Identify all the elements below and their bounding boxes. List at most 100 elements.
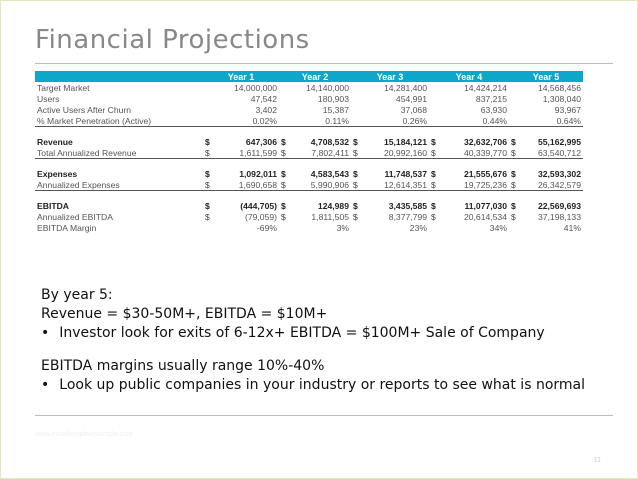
table-cell: 454,991 [395,93,427,104]
header-cell-year-1: Year 1 [203,71,279,82]
table-cell: 34% [489,222,507,233]
dollar-sign: $ [279,147,289,159]
table-cell: 14,568,456 [537,82,581,93]
table-spacer-row [35,159,583,169]
body-text: By year 5: Revenue = $30-50M+, EBITDA = … [41,286,621,395]
table-cell: 647,306 [245,136,277,147]
table-cell: 3,435,585 [388,200,427,211]
table-cell: 1,611,599 [213,147,279,159]
table-cell: 12,614,351 [361,179,429,191]
table-cell: 1,308,040 [542,93,581,104]
dollar-sign [351,104,361,115]
table-cell: 3% [336,222,349,233]
table-row: Users 47,542 180,903 454,991 837,215 1,308,04… [35,93,583,104]
table-cell: 32,593,302 [537,168,581,179]
dollar-sign [279,115,289,127]
dollar-sign [351,93,361,104]
table-cell: 26,342,579 [519,179,583,191]
row-label: Annualized EBITDA [37,211,113,222]
dollar-sign: $ [205,136,210,147]
dollar-sign: $ [281,211,286,222]
table-cell: 837,215 [475,93,507,104]
table-cell: 7,802,411 [289,147,351,159]
table-cell: 3,402 [255,104,277,115]
watermark: www.exceltemplatesample.com [35,431,133,438]
dollar-sign: $ [279,179,289,191]
header-cell-year-5: Year 5 [509,71,583,82]
dollar-sign [509,115,519,127]
table-cell: 19,725,236 [439,179,509,191]
page-number: 11 [593,457,601,464]
dollar-sign: $ [511,136,516,147]
table-cell: 55,162,995 [537,136,581,147]
row-label: Target Market [37,82,90,93]
body-line-margins: EBITDA margins usually range 10%-40% [41,358,325,374]
table-cell: 32,632,706 [463,136,507,147]
table-row: Annualized EBITDA $ (79,059) $1,811,505 $8,3… [35,211,583,222]
dollar-sign: $ [431,211,436,222]
dollar-sign: $ [205,200,210,211]
dollar-sign [203,82,213,93]
dollar-sign: $ [281,200,286,211]
financial-table: Year 1 Year 2 Year 3 Year 4 Year 5 Target Mar… [35,71,583,233]
dollar-sign: $ [353,168,358,179]
table-cell: 23% [409,222,427,233]
table-cell: 21,555,676 [463,168,507,179]
table-cell: 11,748,537 [384,168,427,179]
table-cell: 5,990,906 [289,179,351,191]
table-row: EBITDA $ (444,705) $124,989 $3,435,585 $11,07… [35,200,583,211]
table-row: Active Users After Churn 3,402 15,387 37,06… [35,104,583,115]
row-label: Revenue [37,136,73,147]
bullet-investor-exits: Investor look for exits of 6-12x+ EBITDA… [41,324,621,343]
table-cell: 4,708,532 [310,136,349,147]
dollar-sign: $ [509,147,519,159]
table-row: EBITDA Margin -69% 3% 23% 34% 41% [35,222,583,233]
dollar-sign [279,222,289,233]
dollar-sign [279,93,289,104]
table-cell: 37,068 [400,104,427,115]
dollar-sign [509,82,519,93]
title-divider [35,63,613,64]
dollar-sign: $ [353,136,358,147]
table-cell: 63,540,712 [519,147,583,159]
header-cell-year-4: Year 4 [429,71,509,82]
table-row: Target Market 14,000,000 14,140,000 14,281,… [35,82,583,93]
dollar-sign: $ [509,179,519,191]
dollar-sign [351,222,361,233]
table-cell: 0.02% [213,115,279,127]
table-cell: 14,424,214 [463,82,507,93]
dollar-sign [351,115,361,127]
dollar-sign [203,104,213,115]
dollar-sign: $ [203,147,213,159]
table-cell: 1,092,011 [239,168,277,179]
table-spacer-row [35,191,583,201]
dollar-sign [509,222,519,233]
table-spacer-row [35,127,583,137]
table-cell: 20,992,160 [361,147,429,159]
table-row: % Market Penetration (Active) 0.02% 0.11% 0… [35,115,583,127]
dollar-sign: $ [353,200,358,211]
dollar-sign [351,82,361,93]
body-line-revenue: Revenue = $30-50M+, EBITDA = $10M+ [41,306,328,322]
table-cell: 1,811,505 [311,211,349,222]
table-cell: 15,184,121 [383,136,427,147]
dollar-sign [429,93,439,104]
table-header-row: Year 1 Year 2 Year 3 Year 4 Year 5 [35,71,583,82]
dollar-sign [279,82,289,93]
dollar-sign [509,93,519,104]
table-cell: 124,989 [317,200,349,211]
row-label: % Market Penetration (Active) [35,115,203,127]
row-label: EBITDA [37,200,69,211]
dollar-sign [279,104,289,115]
table-cell: 22,569,693 [537,200,581,211]
table-row: Annualized Expenses $1,690,658 $5,990,906 $… [35,179,583,191]
table-cell: 63,930 [480,104,507,115]
dollar-sign: $ [203,179,213,191]
table-cell: 0.11% [289,115,351,127]
table-cell: -69% [256,222,277,233]
table-cell: 37,198,133 [537,211,581,222]
table-cell: 14,140,000 [305,82,349,93]
dollar-sign: $ [511,200,516,211]
table-cell: 4,583,543 [310,168,349,179]
table-cell: 0.64% [519,115,583,127]
